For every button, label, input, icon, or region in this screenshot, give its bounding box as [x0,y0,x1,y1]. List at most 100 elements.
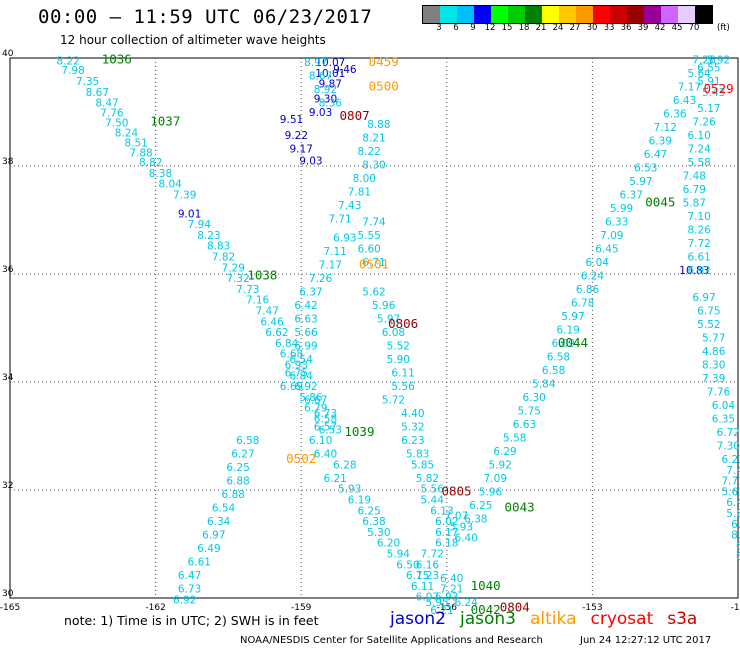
pass-time-label: 0806 [388,316,418,331]
data-point-label: 6.13 [430,505,453,517]
pass-time-label: 0804 [500,600,530,615]
data-point-label: 8.24 [115,127,139,139]
data-point-label: 6.47 [178,570,201,582]
data-point-label: 6.79 [304,403,327,415]
data-point-label: 7.82 [212,252,235,264]
colorbar-swatch [559,6,576,23]
data-point-label: 7.16 [246,295,270,307]
data-point-label: 6.42 [294,300,317,312]
data-point-label: 6.63 [294,314,317,326]
data-point-label: 10.07 [315,57,345,69]
data-point-label: 7.71 [721,476,740,488]
data-point-label: 6.69 [280,381,303,393]
data-point-label: 7.32 [226,273,249,285]
pass-time-label: 1037 [150,114,180,129]
colorbar-swatch [542,6,559,23]
data-point-label: 6.75 [285,368,308,380]
colorbar-label: 18 [518,23,530,33]
data-point-label: 8.00 [353,173,376,185]
data-point-label: 5.64 [687,68,711,80]
data-point-label: 7.21 [440,584,463,596]
legend-cryosat: cryosat [590,609,654,629]
pass-time-label: 1040 [471,578,501,593]
data-point-label: 7.72 [687,238,710,250]
footer-timestamp: Jun 24 12:27:12 UTC 2017 [580,635,712,646]
data-point-label: 6.21 [430,605,453,617]
data-point-label: 6.49 [197,543,220,555]
data-point-label: 5.95 [425,597,448,609]
data-point-label: 7.09 [600,230,623,242]
x-tick-label: -156 [437,603,458,613]
colorbar-label: 39 [637,23,649,33]
data-point-label: 6.18 [435,538,458,550]
data-point-label: 6.86 [576,284,600,296]
data-point-label: 7.72 [421,549,444,561]
data-point-label: 6.93 [435,592,458,604]
data-point-label: 6.28 [333,459,356,471]
data-point-label: 6.37 [620,189,643,201]
data-point-label: 5.55 [357,230,380,242]
data-point-label: 8.97 [304,57,327,69]
data-point-label: 8.30 [702,360,725,372]
legend-jason2: jason2 [390,609,446,629]
data-point-label: 9.03 [309,107,332,119]
data-point-label: 6.04 [712,400,736,412]
data-point-label: 6.11 [391,368,414,380]
data-point-label: 6.55 [697,63,720,75]
data-point-label: 8.21 [362,133,385,145]
data-point-label: 9.46 [333,64,357,76]
legend-jason3: jason3 [460,609,516,629]
data-point-label: 6.63 [513,419,536,431]
data-point-label: 8.22 [57,55,80,67]
data-point-label: 6.45 [595,243,618,255]
data-point-label: 6.92 [173,594,196,606]
data-point-label: 8.22 [357,146,380,158]
data-point-label: 6.57 [314,422,337,434]
data-point-label: 6.84 [275,338,299,350]
data-point-label: 5.83 [406,449,429,461]
colorbar-swatch [525,6,542,23]
data-point-label: 6.24 [455,597,479,609]
data-point-label: 7.48 [683,171,706,183]
colorbar-swatch [491,6,508,23]
data-point-label: 6.04 [586,257,610,269]
data-point-label: 5.90 [387,354,410,366]
colorbar-label: 6 [453,23,459,33]
data-point-label: 7.74 [362,216,386,228]
data-point-label: 9.17 [290,144,313,156]
y-tick-label: 34 [2,373,14,383]
data-point-label: 9.22 [285,130,308,142]
y-tick-label: 38 [2,157,14,167]
data-point-label: 6.19 [556,324,579,336]
data-point-label: 7.35 [76,76,99,88]
data-point-label: 6.67 [304,395,327,407]
data-point-label: 6.58 [542,365,565,377]
pass-time-label: 0043 [505,500,535,515]
data-point-label: 5.56 [391,381,415,393]
data-point-label: 5.96 [372,300,396,312]
data-point-label: 6.40 [314,449,337,461]
data-point-label: 6.10 [687,130,710,142]
data-point-label: 5.92 [707,54,730,66]
pass-time-label: 1036 [102,51,132,66]
y-tick-label: 36 [2,265,14,275]
data-point-label: 6.47 [644,149,667,161]
data-point-label: 7.39 [173,189,196,201]
plot-frame [9,57,739,599]
data-point-label: 8.83 [207,241,230,253]
legend-s3a: s3a [667,609,698,629]
data-point-label: 10.01 [315,68,345,80]
pass-time-label: 0045 [645,195,675,210]
x-tick-label: -15 [731,603,740,613]
footer-note: note: 1) Time is in UTC; 2) SWH is in fe… [64,613,319,628]
colorbar-label: 45 [671,23,683,33]
data-point-label: 5.77 [702,333,725,345]
data-point-label: 6.71 [362,257,385,269]
data-point-label: 5.52 [697,319,720,331]
data-point-label: 6.25 [226,462,249,474]
y-tick-label: 30 [2,589,14,599]
data-point-label: 5.94 [387,549,411,561]
data-point-label: 5.82 [416,473,439,485]
data-point-label: 9.30 [314,93,337,105]
